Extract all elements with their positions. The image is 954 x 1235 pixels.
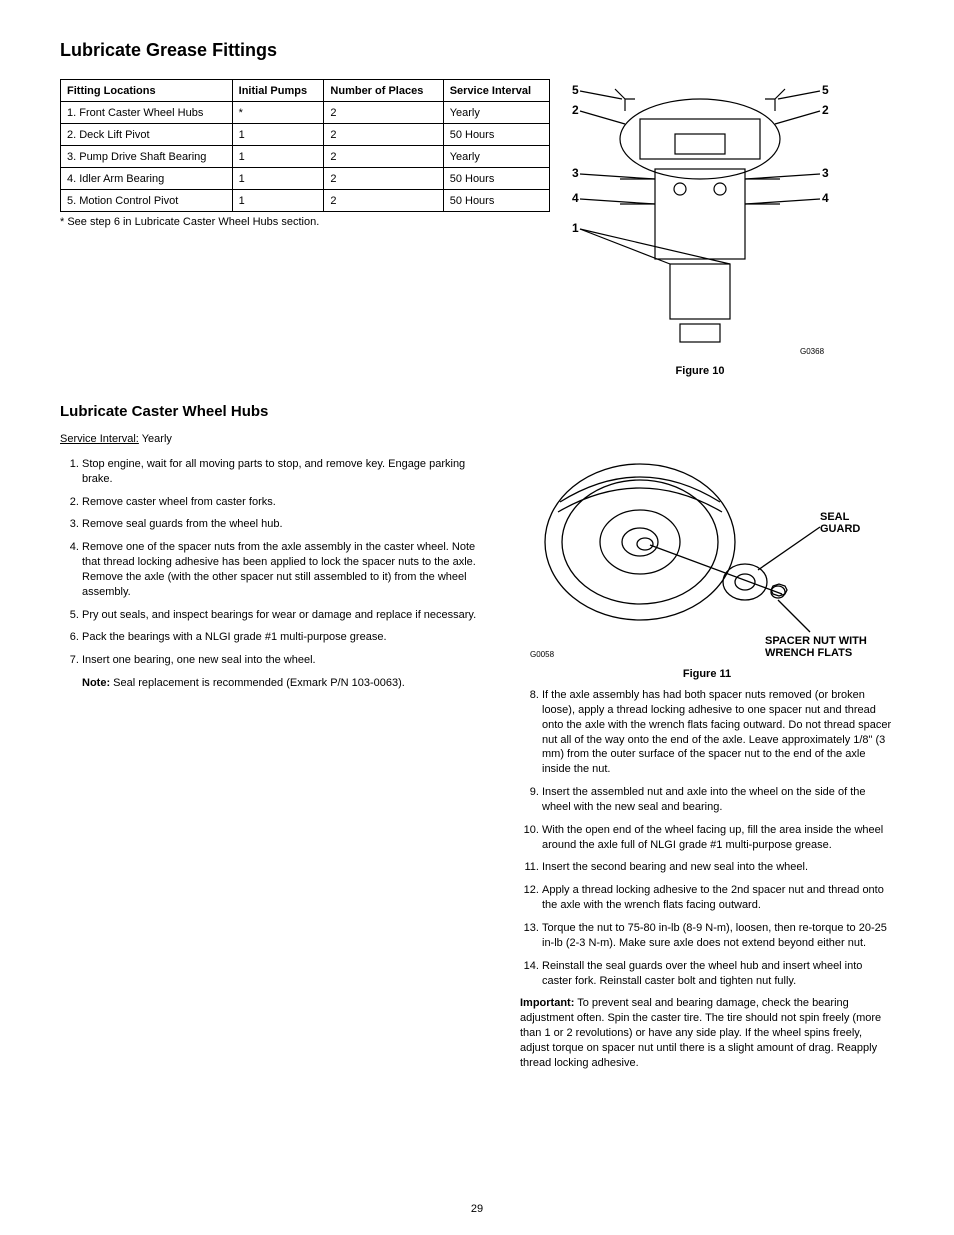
step-item: Pry out seals, and inspect bearings for … bbox=[82, 608, 490, 623]
lube-table: Fitting Locations Initial Pumps Number o… bbox=[60, 79, 550, 212]
steps-list-left: Stop engine, wait for all moving parts t… bbox=[60, 457, 490, 691]
service-interval-value: Yearly bbox=[142, 433, 172, 445]
figure11-svg: SEAL GUARD SPACER NUT WITH WRENCH FLATS … bbox=[520, 432, 880, 662]
table-cell: 1 bbox=[232, 146, 324, 168]
seal-note: Note: Seal replacement is recommended (E… bbox=[82, 676, 490, 691]
step-item: Insert the second bearing and new seal i… bbox=[542, 860, 894, 875]
fig10-label-3l: 3 bbox=[572, 166, 579, 180]
table-cell: 1. Front Caster Wheel Hubs bbox=[61, 102, 233, 124]
step-item: With the open end of the wheel facing up… bbox=[542, 823, 894, 853]
table-cell: 50 Hours bbox=[443, 168, 549, 190]
figure10-caption: Figure 10 bbox=[570, 365, 830, 377]
table-cell: 2 bbox=[324, 124, 443, 146]
step-item: Remove caster wheel from caster forks. bbox=[82, 495, 490, 510]
table-cell: 3. Pump Drive Shaft Bearing bbox=[61, 146, 233, 168]
step-item: Remove one of the spacer nuts from the a… bbox=[82, 540, 490, 599]
table-cell: 50 Hours bbox=[443, 124, 549, 146]
fig10-label-5r: 5 bbox=[822, 83, 829, 97]
fig10-label-4l: 4 bbox=[572, 191, 579, 205]
table-cell: 2 bbox=[324, 190, 443, 212]
fig10-label-2r: 2 bbox=[822, 103, 829, 117]
table-cell: 2 bbox=[324, 168, 443, 190]
important-note: Important: To prevent seal and bearing d… bbox=[520, 996, 894, 1070]
table-cell: 2 bbox=[324, 146, 443, 168]
fig10-label-1: 1 bbox=[572, 221, 579, 235]
step-item: Remove seal guards from the wheel hub. bbox=[82, 517, 490, 532]
table-cell: * bbox=[232, 102, 324, 124]
table-cell: 1 bbox=[232, 168, 324, 190]
page-number: 29 bbox=[0, 1203, 954, 1215]
table-cell: 1 bbox=[232, 124, 324, 146]
fig11-ref: G0058 bbox=[530, 650, 555, 659]
step-item: Apply a thread locking adhesive to the 2… bbox=[542, 883, 894, 913]
table-row: 2. Deck Lift Pivot1250 Hours bbox=[61, 124, 550, 146]
top-row: Fitting Locations Initial Pumps Number o… bbox=[60, 79, 894, 377]
fig10-label-4r: 4 bbox=[822, 191, 829, 205]
col-location: Fitting Locations bbox=[61, 80, 233, 102]
section2-title: Lubricate Caster Wheel Hubs bbox=[60, 403, 894, 420]
table-cell: 4. Idler Arm Bearing bbox=[61, 168, 233, 190]
page-title: Lubricate Grease Fittings bbox=[60, 40, 894, 61]
table-row: 4. Idler Arm Bearing1250 Hours bbox=[61, 168, 550, 190]
footnote-text: * See step 6 in Lubricate Caster Wheel H… bbox=[60, 216, 319, 228]
fig11-seal-label-2: GUARD bbox=[820, 523, 860, 535]
table-row: 3. Pump Drive Shaft Bearing12Yearly bbox=[61, 146, 550, 168]
figure11-caption: Figure 11 bbox=[520, 668, 894, 680]
right-column: SEAL GUARD SPACER NUT WITH WRENCH FLATS … bbox=[520, 432, 894, 1081]
col-places: Number of Places bbox=[324, 80, 443, 102]
table-row: 5. Motion Control Pivot1250 Hours bbox=[61, 190, 550, 212]
step-item: If the axle assembly has had both spacer… bbox=[542, 688, 894, 777]
table-header-row: Fitting Locations Initial Pumps Number o… bbox=[61, 80, 550, 102]
service-interval-label: Service Interval: bbox=[60, 433, 139, 445]
table-cell: 1 bbox=[232, 190, 324, 212]
important-text: To prevent seal and bearing damage, chec… bbox=[520, 997, 881, 1068]
important-label: Important: bbox=[520, 997, 574, 1009]
table-cell: 2 bbox=[324, 102, 443, 124]
step-item: Insert the assembled nut and axle into t… bbox=[542, 785, 894, 815]
fig10-ref: G0368 bbox=[800, 347, 825, 356]
fig10-label-3r: 3 bbox=[822, 166, 829, 180]
table-cell: 50 Hours bbox=[443, 190, 549, 212]
step-item: Reinstall the seal guards over the wheel… bbox=[542, 959, 894, 989]
table-cell: Yearly bbox=[443, 102, 549, 124]
step-item: Insert one bearing, one new seal into th… bbox=[82, 653, 490, 668]
step-item: Pack the bearings with a NLGI grade #1 m… bbox=[82, 630, 490, 645]
left-column: Service Interval: Yearly Stop engine, wa… bbox=[60, 432, 490, 701]
section2-body: Service Interval: Yearly Stop engine, wa… bbox=[60, 432, 894, 1081]
table-cell: 2. Deck Lift Pivot bbox=[61, 124, 233, 146]
col-pumps: Initial Pumps bbox=[232, 80, 324, 102]
fig11-nut-label-1: SPACER NUT WITH bbox=[765, 635, 867, 647]
step-item: Torque the nut to 75-80 in-lb (8-9 N-m),… bbox=[542, 921, 894, 951]
figure-10: 5 5 2 2 3 3 4 4 1 G0368 Figure 10 bbox=[570, 79, 830, 377]
table-row: 1. Front Caster Wheel Hubs*2Yearly bbox=[61, 102, 550, 124]
step-item: Stop engine, wait for all moving parts t… bbox=[82, 457, 490, 487]
figure-11: SEAL GUARD SPACER NUT WITH WRENCH FLATS … bbox=[520, 432, 894, 680]
fig11-nut-label-2: WRENCH FLATS bbox=[765, 647, 852, 659]
table-cell: Yearly bbox=[443, 146, 549, 168]
table-cell: 5. Motion Control Pivot bbox=[61, 190, 233, 212]
service-interval-line: Service Interval: Yearly bbox=[60, 432, 490, 447]
fig10-label-2l: 2 bbox=[572, 103, 579, 117]
fig10-label-5l: 5 bbox=[572, 83, 579, 97]
lube-table-block: Fitting Locations Initial Pumps Number o… bbox=[60, 79, 550, 228]
figure10-svg: 5 5 2 2 3 3 4 4 1 G0368 bbox=[570, 79, 830, 359]
table-footnote: * See step 6 in Lubricate Caster Wheel H… bbox=[60, 216, 550, 228]
col-interval: Service Interval bbox=[443, 80, 549, 102]
fig11-seal-label-1: SEAL bbox=[820, 511, 850, 523]
steps-list-right: If the axle assembly has had both spacer… bbox=[520, 688, 894, 988]
